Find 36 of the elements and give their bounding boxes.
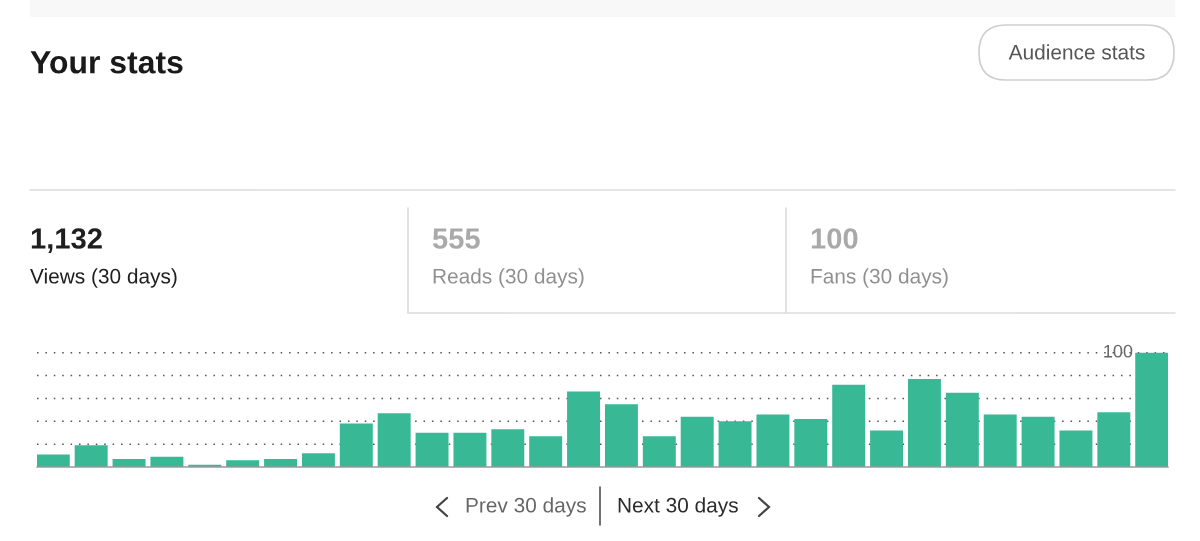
bar bbox=[1059, 430, 1093, 467]
bar bbox=[983, 414, 1017, 467]
text: 555 bbox=[432, 228, 480, 249]
text: Audience stats bbox=[1008, 44, 1145, 60]
bar bbox=[377, 413, 411, 467]
bar bbox=[870, 430, 904, 467]
text: 1,132 bbox=[31, 228, 102, 254]
text: Next 30 days bbox=[618, 497, 738, 517]
ref-line-label: 100 bbox=[1104, 344, 1133, 358]
bar bbox=[339, 423, 373, 467]
bar bbox=[945, 392, 979, 467]
bar bbox=[832, 384, 866, 467]
text: 100 bbox=[811, 228, 858, 249]
bar bbox=[491, 429, 525, 467]
text: Prev 30 days bbox=[466, 497, 586, 517]
bar bbox=[1135, 352, 1168, 467]
bar bbox=[74, 445, 108, 467]
text: Views (30 days) bbox=[30, 268, 177, 288]
bar bbox=[1097, 412, 1131, 467]
bar bbox=[453, 432, 487, 467]
bar bbox=[1021, 416, 1055, 467]
bar bbox=[718, 421, 752, 467]
bar bbox=[301, 453, 335, 467]
chart-title: Your stats bbox=[30, 51, 183, 74]
bar bbox=[756, 414, 790, 467]
text: Reads (30 days) bbox=[433, 268, 584, 288]
bar bbox=[907, 379, 941, 467]
bar bbox=[794, 419, 828, 467]
bar bbox=[415, 432, 449, 467]
bar bbox=[529, 436, 563, 467]
bar bbox=[567, 391, 601, 467]
bar bbox=[642, 436, 676, 467]
text: Fans (30 days) bbox=[811, 268, 948, 288]
bar bbox=[37, 454, 70, 467]
bar bbox=[604, 404, 638, 467]
bar bbox=[680, 416, 714, 467]
